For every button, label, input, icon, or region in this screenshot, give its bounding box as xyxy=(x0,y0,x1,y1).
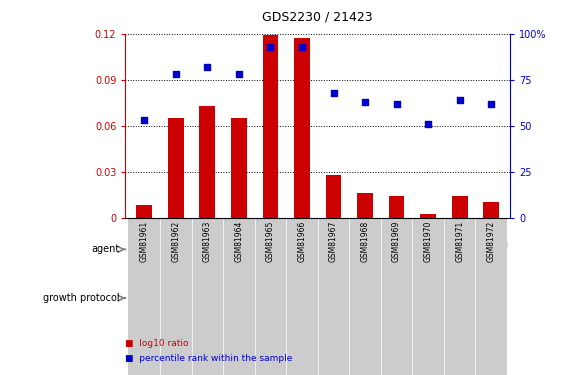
Bar xyxy=(136,205,152,218)
Bar xyxy=(286,217,318,375)
Point xyxy=(392,100,401,106)
Text: DMEM-FBS: DMEM-FBS xyxy=(156,245,196,254)
Bar xyxy=(318,217,349,375)
Bar xyxy=(420,214,436,217)
Bar xyxy=(412,226,507,273)
Bar xyxy=(231,118,247,218)
Bar xyxy=(444,217,475,375)
Bar xyxy=(412,217,444,375)
Point xyxy=(139,117,149,123)
Point xyxy=(297,44,307,50)
Bar xyxy=(199,106,215,218)
Bar xyxy=(412,275,507,321)
Text: high ferritin: high ferritin xyxy=(245,294,295,303)
Bar xyxy=(255,217,286,375)
Text: ■  log10 ratio: ■ log10 ratio xyxy=(125,339,189,348)
Point xyxy=(455,97,464,103)
Bar xyxy=(318,226,412,273)
Bar xyxy=(128,275,223,321)
Bar xyxy=(128,226,223,273)
Bar xyxy=(294,38,310,218)
Text: DMEM-Hemin: DMEM-Hemin xyxy=(245,245,296,254)
Text: agent: agent xyxy=(92,244,120,254)
Text: SF-FAC (ferric ammonium
citrate): SF-FAC (ferric ammonium citrate) xyxy=(411,240,508,259)
Bar xyxy=(483,202,499,217)
Point xyxy=(487,100,496,106)
Text: SF-0: SF-0 xyxy=(357,245,374,254)
Bar xyxy=(357,193,373,217)
Bar xyxy=(475,217,507,375)
Text: low ferritin: low ferritin xyxy=(153,294,199,303)
Point xyxy=(171,71,181,77)
Point xyxy=(266,44,275,50)
Bar xyxy=(223,275,318,321)
Bar xyxy=(128,217,160,375)
Point xyxy=(234,71,244,77)
Bar xyxy=(318,275,412,321)
Text: low ferritin: low ferritin xyxy=(342,294,388,303)
Bar xyxy=(223,217,255,375)
Bar xyxy=(262,35,278,218)
Text: growth protocol: growth protocol xyxy=(43,293,120,303)
Point xyxy=(423,121,433,127)
Point xyxy=(360,99,370,105)
Bar xyxy=(349,217,381,375)
Bar xyxy=(389,196,405,217)
Point xyxy=(329,90,338,96)
Bar xyxy=(452,196,468,217)
Bar xyxy=(381,217,412,375)
Point xyxy=(203,64,212,70)
Text: high ferritin: high ferritin xyxy=(435,294,484,303)
Text: GDS2230 / 21423: GDS2230 / 21423 xyxy=(262,10,373,23)
Bar xyxy=(223,226,318,273)
Bar xyxy=(192,217,223,375)
Text: ■  percentile rank within the sample: ■ percentile rank within the sample xyxy=(125,354,293,363)
Bar xyxy=(326,175,342,217)
Bar xyxy=(160,217,192,375)
Bar xyxy=(168,118,184,218)
